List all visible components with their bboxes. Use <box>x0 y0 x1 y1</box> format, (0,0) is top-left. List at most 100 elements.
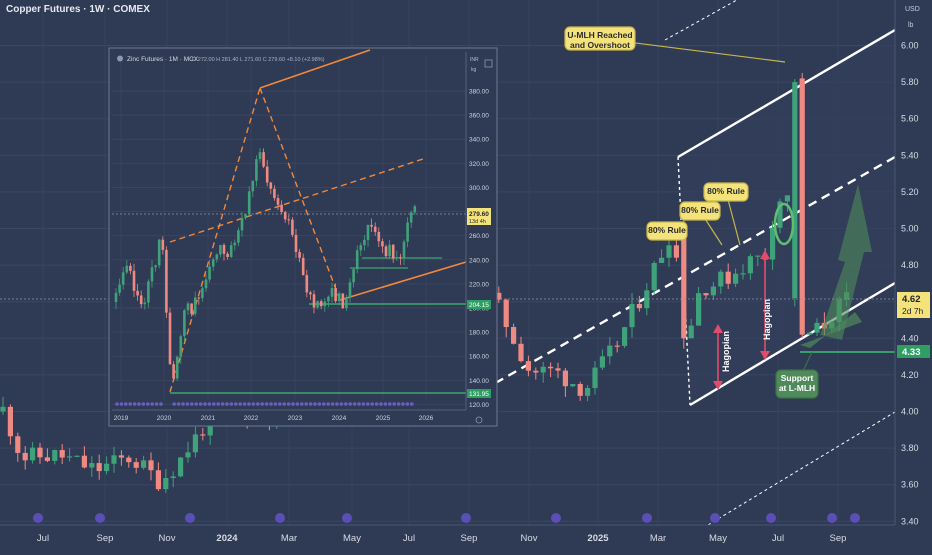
zinc-candle <box>237 227 240 247</box>
candle-body <box>132 270 136 291</box>
candle-body <box>496 292 502 300</box>
candle-body <box>359 245 363 251</box>
zinc-level-value: 204.15 <box>469 302 489 309</box>
callout-box <box>703 182 749 202</box>
candle-body <box>395 257 399 259</box>
candle-body <box>133 462 139 468</box>
candle-body <box>770 227 776 260</box>
candle-body <box>283 211 287 220</box>
copper-candle <box>607 337 613 365</box>
candle-body <box>525 361 531 371</box>
time-tick-label: Jul <box>772 533 784 544</box>
zinc-pattern-line <box>259 87 341 301</box>
zinc-candle <box>276 194 280 211</box>
copper-candle <box>577 381 583 401</box>
candle-body <box>301 257 305 276</box>
candle-body <box>688 325 694 339</box>
copper-candle <box>533 367 539 380</box>
reversal-ellipse <box>773 202 795 246</box>
zinc-candle <box>186 301 190 315</box>
zinc-lower-line <box>339 261 467 301</box>
zinc-price-tick: 260.00 <box>469 233 489 240</box>
candle-body <box>161 239 165 250</box>
copper-candle <box>126 455 132 468</box>
zinc-price-tick: 320.00 <box>469 161 489 168</box>
candle-body <box>141 460 147 468</box>
zinc-candle <box>359 242 363 256</box>
zinc-level-value: 131.95 <box>469 391 489 398</box>
zinc-event-marker <box>220 402 225 406</box>
candle-body <box>197 297 201 299</box>
candle-body <box>148 460 154 471</box>
zinc-price-tick: 240.00 <box>469 257 489 264</box>
candle-body <box>305 275 309 293</box>
support-value: 4.33 <box>902 347 921 358</box>
zinc-event-marker <box>330 402 335 406</box>
candle-body <box>409 212 413 223</box>
copper-candle <box>52 449 58 465</box>
time-tick-label: Nov <box>521 533 538 544</box>
candle-body <box>262 152 265 167</box>
candle-body <box>309 292 312 295</box>
zinc-candle <box>384 244 388 259</box>
copper-candle <box>81 446 87 469</box>
zinc-candle <box>233 239 237 251</box>
candle-body <box>291 219 294 235</box>
zinc-event-marker <box>260 402 265 406</box>
support-arrow <box>800 312 862 348</box>
copper-candle <box>37 442 43 464</box>
zinc-candle <box>193 291 197 317</box>
time-tick-label: Nov <box>159 533 176 544</box>
zinc-level-badge <box>467 389 491 398</box>
candle-body <box>673 245 679 258</box>
copper-candle <box>555 362 561 379</box>
candle-body <box>52 450 58 461</box>
zinc-candle <box>136 284 139 301</box>
candle-body <box>388 244 391 257</box>
zinc-event-marker <box>229 402 234 406</box>
zinc-candle <box>211 257 215 271</box>
time-tick-label: 2025 <box>587 533 609 544</box>
zinc-event-marker <box>322 402 326 406</box>
candle-body <box>659 257 665 263</box>
zinc-event-marker <box>181 402 185 406</box>
zinc-candle <box>118 278 121 296</box>
copper-candle <box>163 468 169 493</box>
candle-body <box>391 244 395 259</box>
copper-candle <box>118 450 124 466</box>
zinc-candle <box>341 293 345 310</box>
zinc-candle <box>388 239 391 259</box>
candle-body <box>316 301 319 308</box>
zinc-candle <box>330 282 334 303</box>
lower-median-line <box>689 281 896 407</box>
event-marker <box>827 513 837 523</box>
zinc-event-marker <box>141 402 146 406</box>
zinc-candle <box>125 260 129 275</box>
zinc-candle <box>402 239 406 266</box>
candle-body <box>30 447 36 461</box>
candle-body <box>399 257 402 259</box>
last-price-value: 4.62 <box>902 294 921 305</box>
zinc-candle <box>129 262 132 275</box>
zinc-event-marker <box>304 402 309 406</box>
candle-body <box>330 287 334 297</box>
candle-body <box>37 447 43 458</box>
copper-candle <box>599 349 605 370</box>
hagopian-label: Hagopian <box>762 299 772 340</box>
candle-body <box>377 231 381 242</box>
zinc-candle <box>255 155 258 187</box>
candle-body <box>178 457 184 477</box>
zinc-event-marker <box>326 402 331 406</box>
zinc-unit-label: kg <box>471 67 477 73</box>
copper-candle <box>540 361 546 383</box>
time-tick-label: Sep <box>97 533 114 544</box>
zinc-event-marker <box>401 402 405 406</box>
zinc-candle <box>265 160 269 187</box>
zinc-candle <box>334 283 337 303</box>
price-tick-label: 4.80 <box>901 260 919 270</box>
copper-candle <box>496 286 502 303</box>
zinc-event-marker <box>225 402 229 406</box>
candle-body <box>570 384 576 387</box>
